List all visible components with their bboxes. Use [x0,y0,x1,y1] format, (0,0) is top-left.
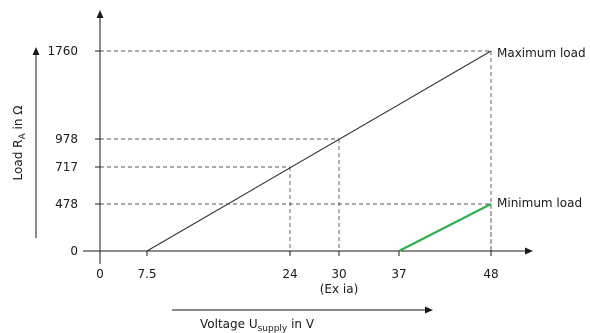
ticks [95,50,492,256]
x-axis-arrow [525,247,533,255]
y-axis-arrow [96,10,104,18]
y-tick-label-4: 1760 [47,44,78,58]
x-tick-label-1: 7.5 [137,267,156,281]
x-annotation: (Ex ia) [320,282,359,296]
x-title-arrow-head [425,306,433,314]
y-tick-label-3: 978 [55,132,78,146]
tick-labels: 0 7.5 24 30 37 48 0 478 717 978 1760 [47,44,498,281]
y-axis-title: Load RA in Ω [11,106,28,181]
series-line-minimum-load [398,203,492,252]
y-title-arrow-head [32,47,40,55]
x-tick-label-5: 48 [483,267,498,281]
y-tick-label-0: 0 [70,244,78,258]
x-axis-title: Voltage Usupply in V [200,317,315,333]
svg-text:Minimum load: Minimum load [497,196,582,210]
series-lines [146,50,492,252]
series-label-max: Maximum load [497,46,586,60]
series-label-min: Minimum load [497,196,582,210]
x-tick-label-4: 37 [391,267,406,281]
axes [83,10,533,264]
y-tick-label-1: 478 [55,197,78,211]
x-tick-label-3: 30 [331,267,346,281]
guide-lines [100,50,492,251]
svg-text:Maximum load: Maximum load [497,46,586,60]
x-tick-label-2: 24 [282,267,297,281]
x-tick-label-0: 0 [96,267,104,281]
series-line-maximum-load [146,50,492,252]
y-tick-label-2: 717 [55,160,78,174]
